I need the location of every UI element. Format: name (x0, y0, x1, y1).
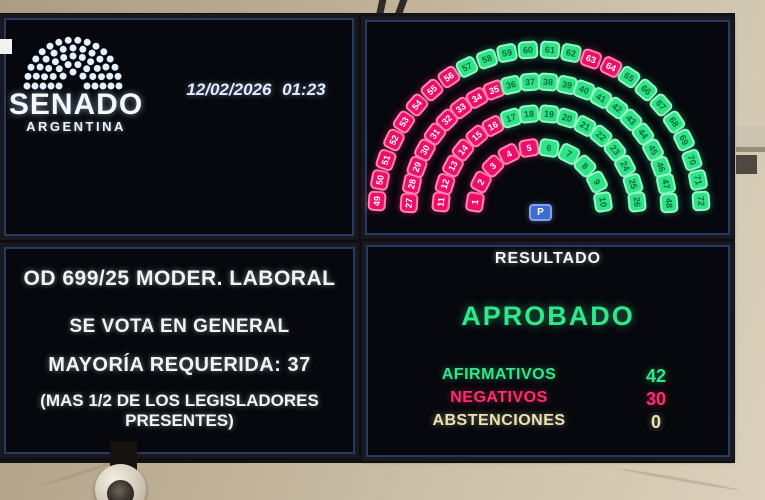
wall-fixture (736, 126, 765, 152)
logo-subtitle: ARGENTINA (26, 119, 126, 134)
afirmativos-label: AFIRMATIVOS (441, 366, 557, 383)
result-row-negativos: NEGATIVOS 30 (366, 389, 730, 412)
motion-majority-note: (MAS 1/2 DE LOS LEGISLADORES PRESENTES) (40, 391, 319, 431)
seat-18: 18 (518, 104, 541, 125)
motion-title: OD 699/25 MODER. LABORAL (23, 267, 336, 290)
senado-arch-logo-icon (23, 36, 123, 90)
wall-fixture (736, 155, 757, 174)
seat-48: 48 (658, 192, 679, 214)
marble-vein (620, 467, 740, 492)
motion-majority-required: MAYORÍA REQUERIDA: 37 (48, 354, 311, 376)
datetime-display: 12/02/2026 01:23 (186, 80, 326, 99)
screen-logo-panel: SENADO ARGENTINA 12/02/2026 01:23 (0, 14, 358, 240)
seat-map: P 1 2 3 4 5 6 7 8 9 10 11 12 13 14 15 16 17 18 19 20 21 22 23 2… (365, 20, 730, 235)
seat-26: 26 (626, 191, 647, 214)
seat-62: 62 (559, 42, 583, 64)
afirmativos-count: 42 (645, 366, 667, 386)
seat-1: 1 (464, 190, 486, 214)
result-status: APROBADO (461, 301, 635, 331)
seat-49: 49 (367, 190, 387, 212)
seat-27: 27 (399, 192, 420, 214)
result-row-afirmativos: AFIRMATIVOS 42 (366, 366, 730, 389)
seat-10: 10 (592, 190, 614, 214)
seat-5: 5 (517, 137, 541, 159)
logo-title: SENADO (8, 88, 144, 121)
result-row-abstenciones: ABSTENCIONES 0 (366, 412, 730, 435)
seat-61: 61 (539, 40, 561, 60)
negativos-count: 30 (645, 389, 667, 409)
motion-vote-type: SE VOTA EN GENERAL (69, 316, 290, 337)
wall-tag (0, 39, 12, 54)
seat-59: 59 (495, 42, 519, 64)
negativos-label: NEGATIVOS (450, 389, 548, 406)
camera-lens-icon (107, 480, 134, 500)
result-rows: AFIRMATIVOS 42 NEGATIVOS 30 ABSTENCIONES… (366, 366, 730, 435)
seat-71: 71 (687, 168, 709, 192)
screen-seat-map-panel: P 1 2 3 4 5 6 7 8 9 10 11 12 13 14 15 16 17 18 19 20 21 22 23 2… (361, 16, 734, 239)
president-seat: P (529, 204, 552, 221)
screen-result-panel: RESULTADO APROBADO AFIRMATIVOS 42 NEGATI… (362, 241, 734, 461)
screen-motion-panel: OD 699/25 MODER. LABORAL SE VOTA EN GENE… (0, 243, 359, 458)
abstenciones-label: ABSTENCIONES (432, 412, 566, 429)
seat-72: 72 (691, 190, 711, 212)
abstenciones-count: 0 (650, 412, 661, 432)
result-title: RESULTADO (494, 250, 602, 267)
seat-50: 50 (369, 168, 391, 192)
seat-60: 60 (517, 40, 539, 60)
